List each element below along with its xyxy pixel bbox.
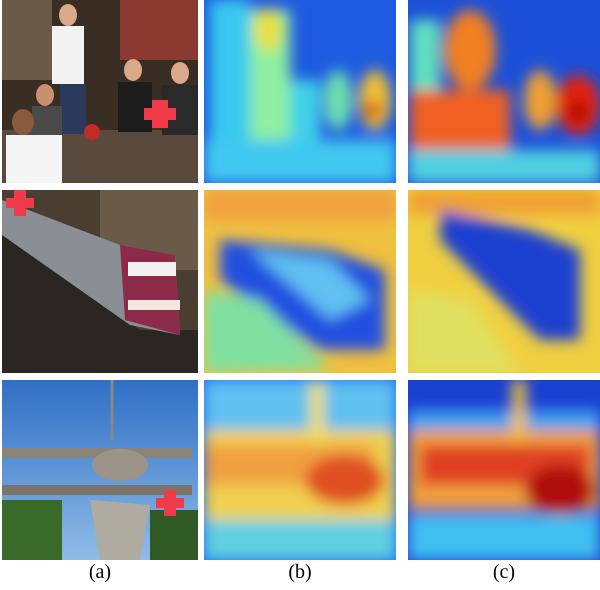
photo-people	[2, 0, 198, 183]
heatmap-people-b	[204, 0, 396, 183]
caption: (b)	[288, 561, 311, 583]
heatmap-train-b	[204, 190, 396, 373]
figure: (a) (b) (c)	[0, 0, 600, 590]
caption: (c)	[493, 561, 515, 583]
heatmap-train-c	[408, 190, 600, 373]
photo-train	[2, 190, 198, 373]
heatmap-people-c	[408, 0, 600, 183]
page: (a) (b) (c) (() => { const data = JSON.p…	[0, 0, 600, 590]
heatmap-plane-b	[204, 380, 396, 560]
heatmap-plane-c	[408, 380, 600, 560]
caption: (a)	[89, 561, 111, 583]
photo-plane	[2, 380, 198, 560]
